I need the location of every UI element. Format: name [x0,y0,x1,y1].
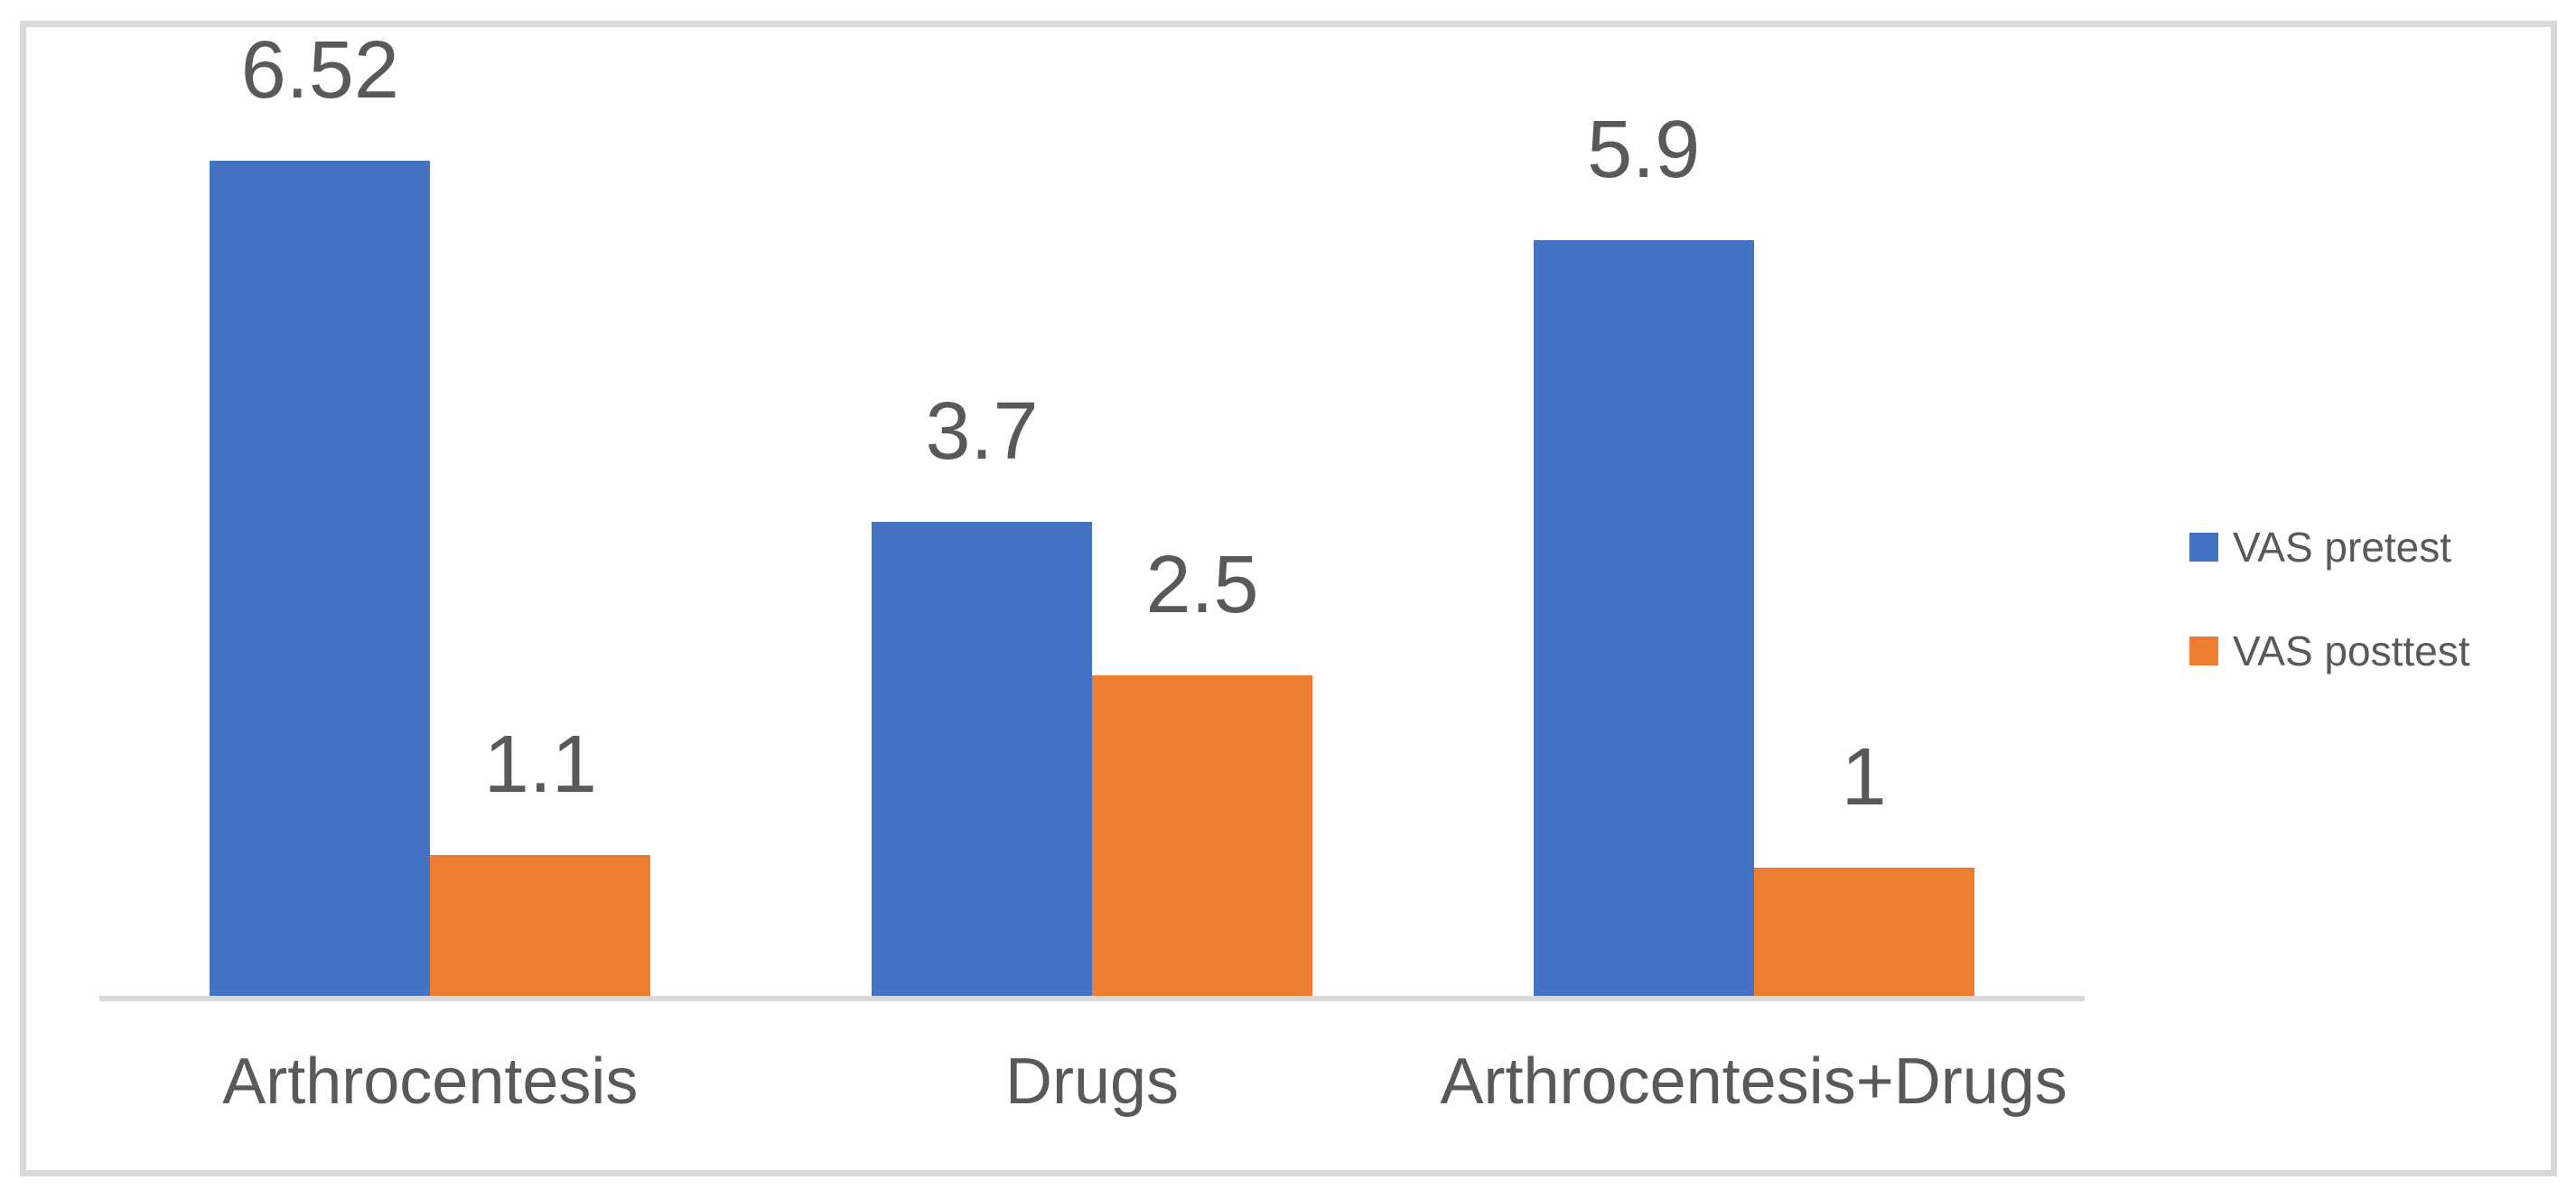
legend: VAS pretest VAS posttest [2189,522,2470,730]
bar-pretest-drugs [872,522,1092,996]
data-label: 1.1 [483,720,597,810]
legend-item-pretest: VAS pretest [2189,522,2470,572]
legend-item-posttest: VAS posttest [2189,626,2470,676]
data-label: 3.7 [925,386,1039,477]
bar-pretest-arthrocentesis [210,161,431,996]
data-label: 1 [1841,732,1887,823]
bar-pretest-arthrocentesis+drugs [1533,240,1754,996]
category-label: Drugs [1004,1046,1180,1118]
bar-posttest-drugs [1092,675,1312,996]
bar-posttest-arthrocentesis+drugs [1753,868,1974,996]
data-label: 6.52 [240,25,399,116]
category-label: Arthrocentesis [222,1046,639,1118]
legend-swatch-posttest-icon [2189,637,2218,665]
x-axis-line [99,996,2085,1001]
legend-swatch-pretest-icon [2189,533,2218,562]
bar-posttest-arthrocentesis [430,855,651,996]
legend-label: VAS pretest [2233,524,2452,571]
category-label: Arthrocentesis+Drugs [1440,1046,2067,1118]
data-label: 2.5 [1145,540,1259,630]
legend-label: VAS posttest [2233,627,2470,674]
data-label: 5.9 [1587,105,1701,195]
